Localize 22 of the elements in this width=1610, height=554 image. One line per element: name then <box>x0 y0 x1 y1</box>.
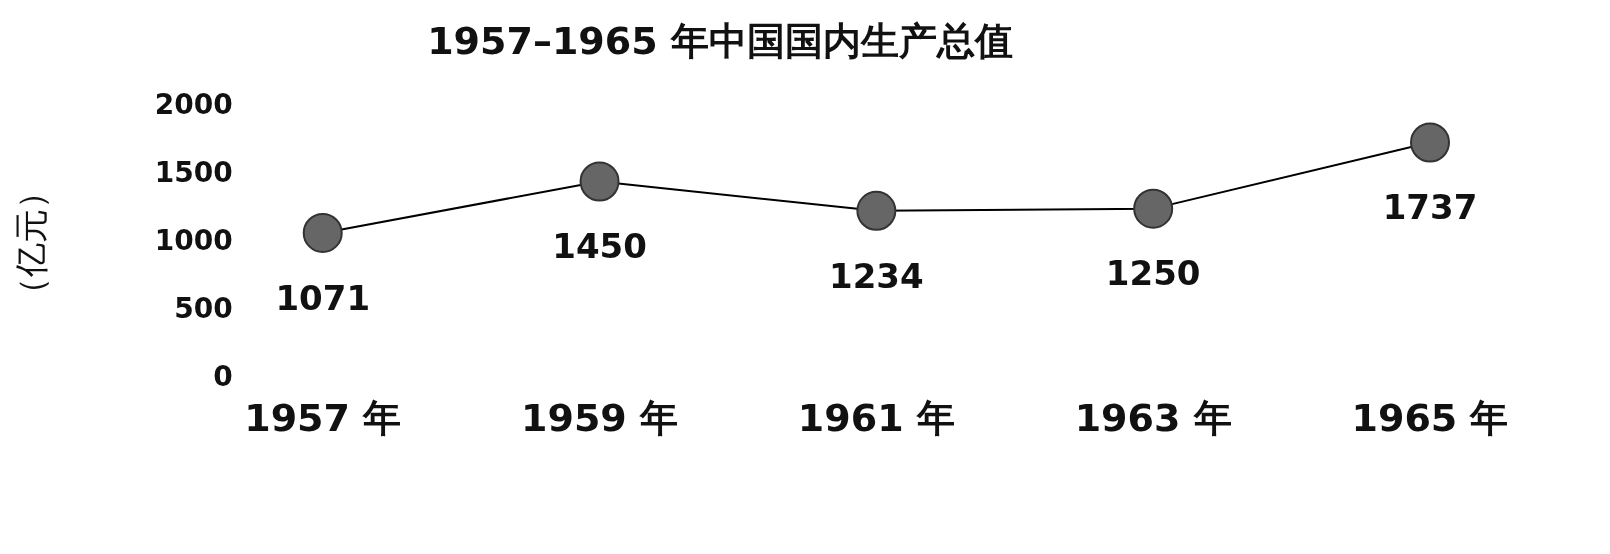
y-tick-label: 1500 <box>154 155 233 189</box>
data-label: 1450 <box>552 226 647 267</box>
point <box>856 190 897 231</box>
chart-title: 1957–1965 年中国国内生产总值 <box>427 18 1013 63</box>
y-tick-label: 2000 <box>154 88 233 122</box>
data-label: 1071 <box>275 277 371 318</box>
y-tick-label: 1000 <box>154 223 233 257</box>
x-tick-label: 1963 年 <box>1074 396 1232 441</box>
data-label: 1737 <box>1382 187 1478 228</box>
x-tick-label: 1957 年 <box>244 396 402 441</box>
point <box>579 161 620 202</box>
data-label: 1234 <box>829 255 924 296</box>
point <box>1410 122 1450 163</box>
y-tick-label: 500 <box>174 291 233 325</box>
x-tick-label: 1965 年 <box>1351 396 1509 441</box>
y-tick-label: 0 <box>213 359 233 393</box>
point <box>1133 188 1174 229</box>
y-axis-title: （亿元） <box>11 174 52 311</box>
data-label: 1250 <box>1105 253 1201 294</box>
x-tick-label: 1961 年 <box>797 396 955 441</box>
x-tick-label: 1959 年 <box>521 396 679 441</box>
point <box>302 212 343 253</box>
